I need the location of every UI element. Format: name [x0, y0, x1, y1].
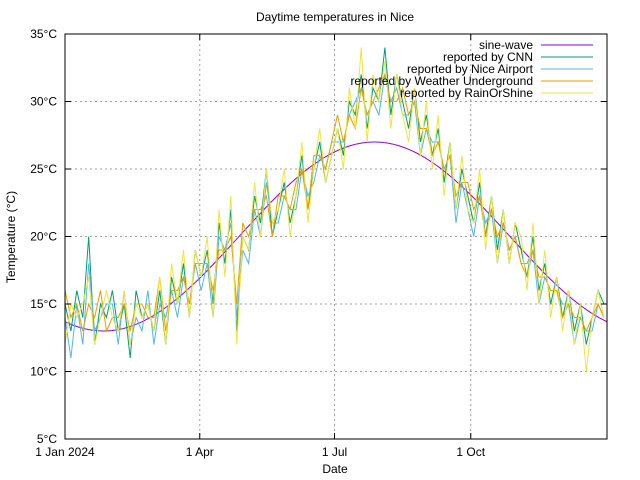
chart-title: Daytime temperatures in Nice — [256, 10, 414, 24]
series-line-3 — [64, 72, 605, 333]
legend-label: reported by RainOrShine — [400, 86, 533, 100]
x-tick-label: 1 Jul — [322, 445, 347, 459]
legend-label: reported by Nice Airport — [407, 62, 534, 76]
x-tick-label: 1 Jan 2024 — [35, 445, 95, 459]
y-axis-label: Temperature (°C) — [4, 191, 18, 283]
series-line-4 — [64, 47, 605, 372]
series-group — [64, 47, 608, 372]
y-tick-label: 30°C — [30, 95, 57, 109]
x-axis-label: Date — [322, 462, 348, 476]
y-tick-label: 35°C — [30, 27, 57, 41]
y-tick-label: 25°C — [30, 162, 57, 176]
y-tick-label: 5°C — [37, 432, 57, 446]
legend-label: reported by CNN — [443, 50, 533, 64]
ticks: 5°C 10°C 15°C 20°C 25°C 30°C 35°C 1 Jan 2024 1 A… — [30, 27, 607, 459]
x-tick-label: 1 Oct — [456, 445, 485, 459]
x-tick-label: 1 Apr — [186, 445, 214, 459]
grid — [65, 34, 607, 439]
legend-label: reported by Weather Underground — [350, 74, 533, 88]
legend-label: sine-wave — [479, 38, 533, 52]
y-tick-label: 10°C — [30, 365, 57, 379]
y-tick-label: 20°C — [30, 230, 57, 244]
y-tick-label: 15°C — [30, 297, 57, 311]
